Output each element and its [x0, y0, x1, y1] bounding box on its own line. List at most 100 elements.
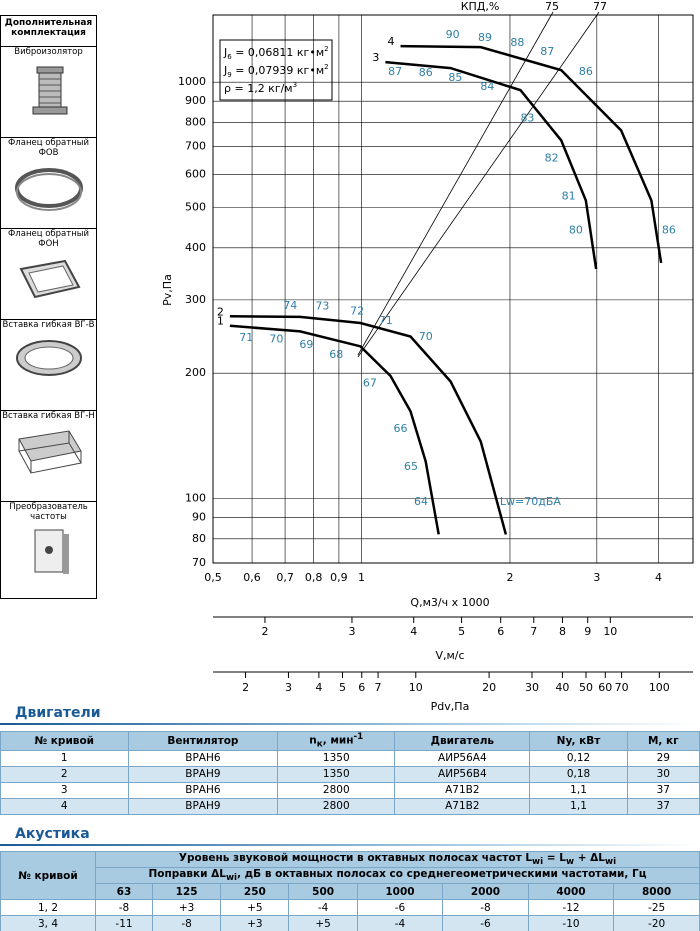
fan-curve [400, 44, 663, 264]
efficiency-label: 82 [545, 151, 559, 164]
cell: 0,12 [529, 749, 628, 767]
efficiency-label: 70 [419, 330, 433, 343]
inset-text: J9 = 0,07939 кг•м2 [223, 63, 329, 79]
item-label: Виброизолятор [14, 47, 83, 57]
tick-label: 7 [530, 625, 537, 638]
sidebar-item: Фланец обратный ФОН [1, 229, 96, 320]
sub: wi [225, 873, 238, 884]
efficiency-label: 64 [414, 495, 428, 508]
item-label: Вставка гибкая ВГ-Н [2, 411, 95, 421]
header-cell: 250 [220, 883, 290, 901]
header-cell: Вентилятор [127, 731, 279, 751]
tick-label: 2 [242, 681, 249, 694]
cell: -20 [613, 915, 700, 931]
inset-text: J6 = 0,06811 кг•м2 [223, 45, 329, 61]
header-cell: Поправки ΔLwi, дБ в октавных полосах со … [95, 867, 700, 885]
tick-label: 4 [410, 625, 417, 638]
header-row: № кривой Уровень звуковой мощности в окта… [0, 850, 700, 901]
row: 2 ВРАН9 1350 АИР56В4 0,18 30 [0, 765, 700, 783]
tick-label: 40 [555, 681, 569, 694]
sub: w [565, 857, 575, 868]
y-tick-label: 900 [185, 94, 206, 107]
text-part: Уровень звуковой мощности в октавных пол… [178, 852, 533, 864]
cell: -11 [95, 915, 153, 931]
tick-label: 10 [603, 625, 617, 638]
efficiency-label: 74 [283, 299, 297, 312]
x-tick-label: 0,5 [204, 571, 222, 584]
acoustics-table: № кривой Уровень звуковой мощности в окта… [0, 850, 700, 931]
cell: ВРАН6 [127, 781, 279, 799]
efficiency-line [357, 11, 554, 356]
cell: -8 [95, 899, 153, 917]
cell: 2 [0, 765, 129, 783]
cell: ВРАН9 [127, 765, 279, 783]
cell: А71В2 [394, 781, 531, 799]
header-row: 63 125 250 500 1000 2000 4000 8000 [1, 883, 700, 901]
x-tick-label: 0,7 [276, 571, 294, 584]
cell: 1, 2 [0, 899, 96, 917]
efficiency-label: 86 [662, 224, 676, 237]
item-label: Вставка гибкая ВГ-В [2, 320, 95, 330]
row: 1 ВРАН6 1350 АИР56А4 0,12 29 [0, 749, 700, 767]
section-heading: Акустика [15, 826, 90, 842]
efficiency-label: 70 [269, 332, 283, 345]
fan-curve [229, 324, 440, 535]
x-tick-label: 0,8 [305, 571, 323, 584]
y-tick-label: 90 [192, 511, 206, 524]
header-cell: 500 [288, 883, 358, 901]
efficiency-label: 68 [329, 348, 343, 361]
cell: 29 [626, 749, 700, 767]
sidebar-item: Преобразователь частоты [1, 502, 96, 592]
y-axis-label: Pv,Па [161, 274, 174, 306]
y-tick-label: 600 [185, 168, 206, 181]
header-row: Поправки ΔLwi, дБ в октавных полосах со … [1, 867, 700, 885]
sub: wi [532, 857, 544, 868]
row: 4 ВРАН9 2800 А71В2 1,1 37 [0, 797, 700, 815]
text-part: n [309, 734, 317, 747]
cell: 1350 [277, 765, 396, 783]
cell: АИР56А4 [394, 749, 531, 767]
cell: 0,18 [529, 765, 628, 783]
cell: -8 [442, 899, 529, 917]
cell: 30 [626, 765, 700, 783]
cell: 1 [0, 749, 129, 767]
sub: wi [604, 857, 617, 868]
cell: 2800 [277, 797, 396, 815]
icon [14, 168, 83, 211]
tick-label: 50 [579, 681, 593, 694]
efficiency-label: 83 [520, 111, 534, 124]
header-cell: 2000 [442, 883, 529, 901]
sub: 6 [227, 53, 232, 61]
sidebar-item: Вставка гибкая ВГ-Н [1, 411, 96, 502]
efficiency-label: 85 [448, 71, 462, 84]
cell: 1,1 [529, 797, 628, 815]
cell: АИР56В4 [394, 765, 531, 783]
tick-label: 3 [348, 625, 355, 638]
efficiency-label: 69 [299, 338, 313, 351]
efficiency-title: КПД,% [461, 0, 500, 13]
item-label: Фланец обратный ФОН [7, 229, 90, 249]
item-label: Фланец обратный ФОВ [7, 138, 90, 158]
text-part: , мин [322, 734, 354, 747]
efficiency-label: 81 [562, 190, 576, 203]
header-cell: № кривой [0, 731, 129, 751]
y-tick-label: 1000 [178, 75, 206, 88]
header-cell: Ny, кВт [529, 731, 628, 751]
efficiency-label: 65 [404, 460, 418, 473]
sup: 2 [324, 45, 328, 53]
item-label: Преобразователь частоты [9, 502, 88, 522]
curve-number: 4 [388, 35, 395, 48]
tick-label: 100 [649, 681, 670, 694]
tick-label: 5 [458, 625, 465, 638]
divider [0, 844, 700, 846]
divider [0, 723, 700, 725]
x-axis-label: Q,м3/ч х 1000 [410, 596, 489, 609]
cell: А71В2 [394, 797, 531, 815]
efficiency-label: 72 [350, 305, 364, 318]
tick-label: 30 [525, 681, 539, 694]
text-part: ρ = 1,2 кг/м [224, 82, 293, 95]
cell: 37 [626, 781, 700, 799]
sup: 2 [324, 63, 328, 71]
sup: 3 [293, 81, 297, 89]
